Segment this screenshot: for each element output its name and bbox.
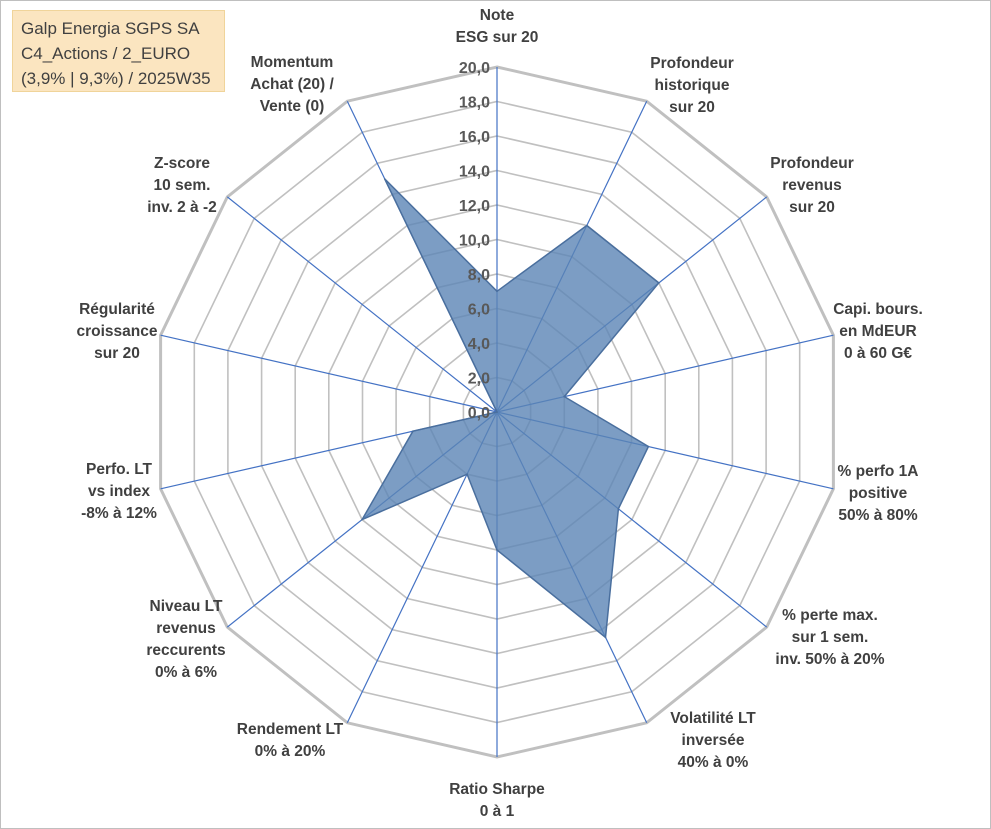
chart-title-line-3: (3,9% | 9,3%) / 2025W35 bbox=[21, 69, 211, 88]
axis-label-12: Z-score 10 sem. inv. 2 à -2 bbox=[147, 155, 217, 216]
axis-label-10: Perfo. LT vs index -8% à 12% bbox=[81, 461, 157, 522]
data-point-5 bbox=[617, 508, 620, 510]
data-point-2 bbox=[658, 282, 660, 284]
data-point-0 bbox=[496, 290, 498, 293]
axis-label-13: Momentum Achat (20) / Vente (0) bbox=[250, 54, 334, 115]
axis-label-11: Régularité croissance sur 20 bbox=[77, 301, 158, 362]
r-tick-label: 18,0 bbox=[459, 95, 490, 112]
series-area bbox=[360, 178, 660, 639]
chart-title-box: Galp Energia SGPS SA C4_Actions / 2_EURO… bbox=[12, 10, 225, 92]
data-point-4 bbox=[647, 445, 650, 448]
data-point-1 bbox=[586, 224, 588, 227]
data-point-12 bbox=[496, 411, 498, 413]
r-tick-label: 2,0 bbox=[468, 371, 490, 388]
axis-label-1: Profondeur historique sur 20 bbox=[650, 55, 734, 116]
data-point-9 bbox=[361, 518, 363, 521]
r-tick-label: 8,0 bbox=[468, 267, 490, 284]
data-point-6 bbox=[604, 636, 607, 639]
data-point-8 bbox=[466, 473, 468, 476]
data-point-10 bbox=[412, 430, 414, 433]
r-tick-label: 20,0 bbox=[459, 60, 490, 77]
r-tick-label: 4,0 bbox=[468, 336, 490, 353]
r-tick-label: 10,0 bbox=[459, 233, 490, 250]
r-tick-label: 6,0 bbox=[468, 302, 490, 319]
axis-label-8: Rendement LT 0% à 20% bbox=[237, 721, 344, 760]
data-point-3 bbox=[563, 395, 566, 398]
r-tick-label: 14,0 bbox=[459, 164, 490, 181]
axis-label-7: Ratio Sharpe 0 à 1 bbox=[449, 781, 545, 820]
axis-label-0: Note ESG sur 20 bbox=[456, 7, 539, 46]
r-tick-label: 12,0 bbox=[459, 198, 490, 215]
r-tick-label: 16,0 bbox=[459, 129, 490, 146]
axis-label-2: Profondeur revenus sur 20 bbox=[770, 155, 854, 216]
axis-label-4: % perfo 1A positive 50% à 80% bbox=[838, 463, 919, 524]
axis-spoke-12 bbox=[226, 196, 498, 413]
axis-label-5: % perte max. sur 1 sem. inv. 50% à 20% bbox=[775, 607, 884, 668]
data-point-13 bbox=[383, 178, 386, 180]
axis-label-9: Niveau LT revenus reccurents 0% à 6% bbox=[146, 598, 225, 681]
axis-spoke-11 bbox=[160, 334, 498, 413]
r-tick-label: 0,0 bbox=[468, 405, 490, 422]
chart-title-line-2: C4_Actions / 2_EURO bbox=[21, 44, 191, 63]
axis-label-6: Volatilité LT inversée 40% à 0% bbox=[670, 710, 756, 771]
axis-label-3: Capi. bours. en MdEUR 0 à 60 G€ bbox=[833, 301, 923, 362]
data-point-7 bbox=[496, 549, 498, 551]
chart-title-line-1: Galp Energia SGPS SA bbox=[21, 19, 200, 38]
